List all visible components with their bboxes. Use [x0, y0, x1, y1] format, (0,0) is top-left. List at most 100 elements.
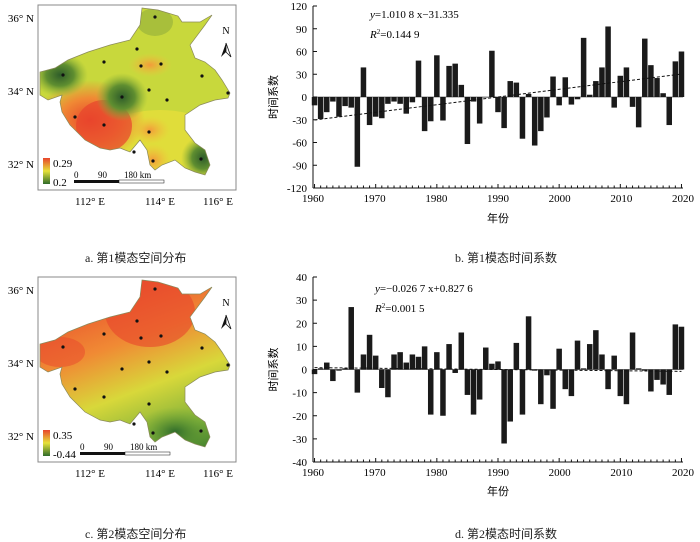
- bar: [476, 97, 483, 124]
- bar: [648, 369, 654, 392]
- x-tick-label: 2010: [610, 467, 633, 479]
- bar: [623, 369, 630, 405]
- bar: [623, 67, 630, 97]
- bar: [354, 369, 361, 393]
- chart-mode2-time-coefficient: y=−0.026 7 x+0.827 6 R2=0.001 5 40302010…: [267, 272, 695, 498]
- bar: [495, 361, 501, 370]
- y-tick-label: -40: [292, 457, 307, 469]
- north-arrow-icon: [221, 42, 232, 58]
- x-tick-label: 2020: [672, 193, 695, 205]
- bar: [415, 356, 422, 370]
- bar: [568, 369, 575, 397]
- r-squared: R2=0.144 9: [369, 28, 420, 41]
- bar: [324, 97, 330, 113]
- lat-label: 32° N: [8, 431, 34, 443]
- bar: [354, 97, 361, 167]
- legend-min: -0.44: [53, 449, 76, 461]
- bar: [660, 93, 666, 97]
- bar: [372, 97, 379, 117]
- scale-bar: [80, 452, 125, 455]
- bar: [654, 369, 660, 380]
- lat-label: 36° N: [8, 285, 34, 297]
- bar: [366, 334, 373, 370]
- bar: [452, 63, 458, 97]
- y-tick-label: -120: [287, 183, 308, 195]
- bar: [458, 84, 465, 97]
- station-markers: [61, 15, 230, 163]
- equation: y=1.010 8 x−31.335: [369, 9, 459, 21]
- bar: [403, 97, 410, 114]
- bar: [360, 67, 367, 97]
- bar: [342, 368, 348, 370]
- bar: [562, 77, 569, 97]
- bar: [317, 97, 324, 119]
- bar: [666, 97, 672, 126]
- bar: [593, 330, 599, 370]
- bar: [544, 369, 550, 376]
- bar: [391, 97, 397, 102]
- bar: [660, 369, 666, 385]
- bar: [446, 344, 452, 370]
- y-tick-label: -30: [292, 434, 307, 446]
- bar: [440, 369, 446, 416]
- bar: [544, 97, 550, 118]
- caption-b: b. 第1模态时间系数: [455, 251, 558, 265]
- bar: [538, 369, 544, 405]
- bar: [672, 61, 679, 97]
- bar: [599, 354, 605, 370]
- bar: [556, 97, 562, 106]
- bar: [629, 332, 636, 370]
- x-tick-label: 2010: [610, 193, 633, 205]
- scale-label: 0: [74, 170, 79, 180]
- bar: [330, 97, 336, 102]
- north-arrow-icon: [221, 314, 232, 330]
- bar: [409, 97, 416, 103]
- north-label: N: [222, 298, 229, 309]
- bar: [409, 354, 416, 370]
- y-axis-label: 时间系数: [267, 348, 280, 392]
- bar: [415, 60, 422, 97]
- bar: [648, 65, 654, 97]
- bar: [348, 307, 354, 370]
- y-tick-label: -20: [292, 411, 307, 423]
- bar: [525, 93, 532, 97]
- y-tick-label: 30: [296, 295, 308, 307]
- bar: [593, 81, 599, 97]
- bar: [635, 97, 642, 128]
- scale-label: 90: [104, 442, 114, 452]
- x-tick-label: 2000: [549, 193, 572, 205]
- x-tick-label: 1970: [364, 467, 387, 479]
- legend-colorbar: [43, 158, 50, 184]
- lon-label: 114° E: [145, 468, 175, 480]
- y-tick-label: 20: [296, 318, 308, 330]
- bar: [538, 97, 544, 132]
- bar: [464, 97, 471, 145]
- bar: [470, 97, 477, 102]
- bar: [397, 352, 403, 370]
- bar: [421, 97, 428, 132]
- bar: [348, 97, 354, 108]
- bar: [379, 97, 385, 119]
- bar: [483, 347, 489, 370]
- bar: [666, 369, 672, 395]
- y-tick-label: 0: [302, 92, 308, 104]
- bar: [385, 97, 391, 104]
- x-tick-label: 1960: [302, 467, 325, 479]
- bar: [311, 369, 318, 375]
- bar: [379, 369, 385, 388]
- x-axis-label: 年份: [487, 211, 509, 225]
- bar: [617, 75, 624, 97]
- bar: [501, 97, 507, 129]
- lon-label: 114° E: [145, 196, 175, 208]
- x-tick-label: 1990: [487, 193, 510, 205]
- bar: [427, 369, 434, 415]
- bar: [476, 369, 483, 400]
- bar: [385, 369, 391, 398]
- bar: [531, 97, 538, 146]
- lat-label: 34° N: [8, 358, 34, 370]
- y-tick-label: 120: [291, 1, 308, 13]
- bar: [513, 342, 520, 370]
- bar: [556, 348, 562, 370]
- bar: [360, 354, 367, 370]
- bar: [678, 326, 685, 370]
